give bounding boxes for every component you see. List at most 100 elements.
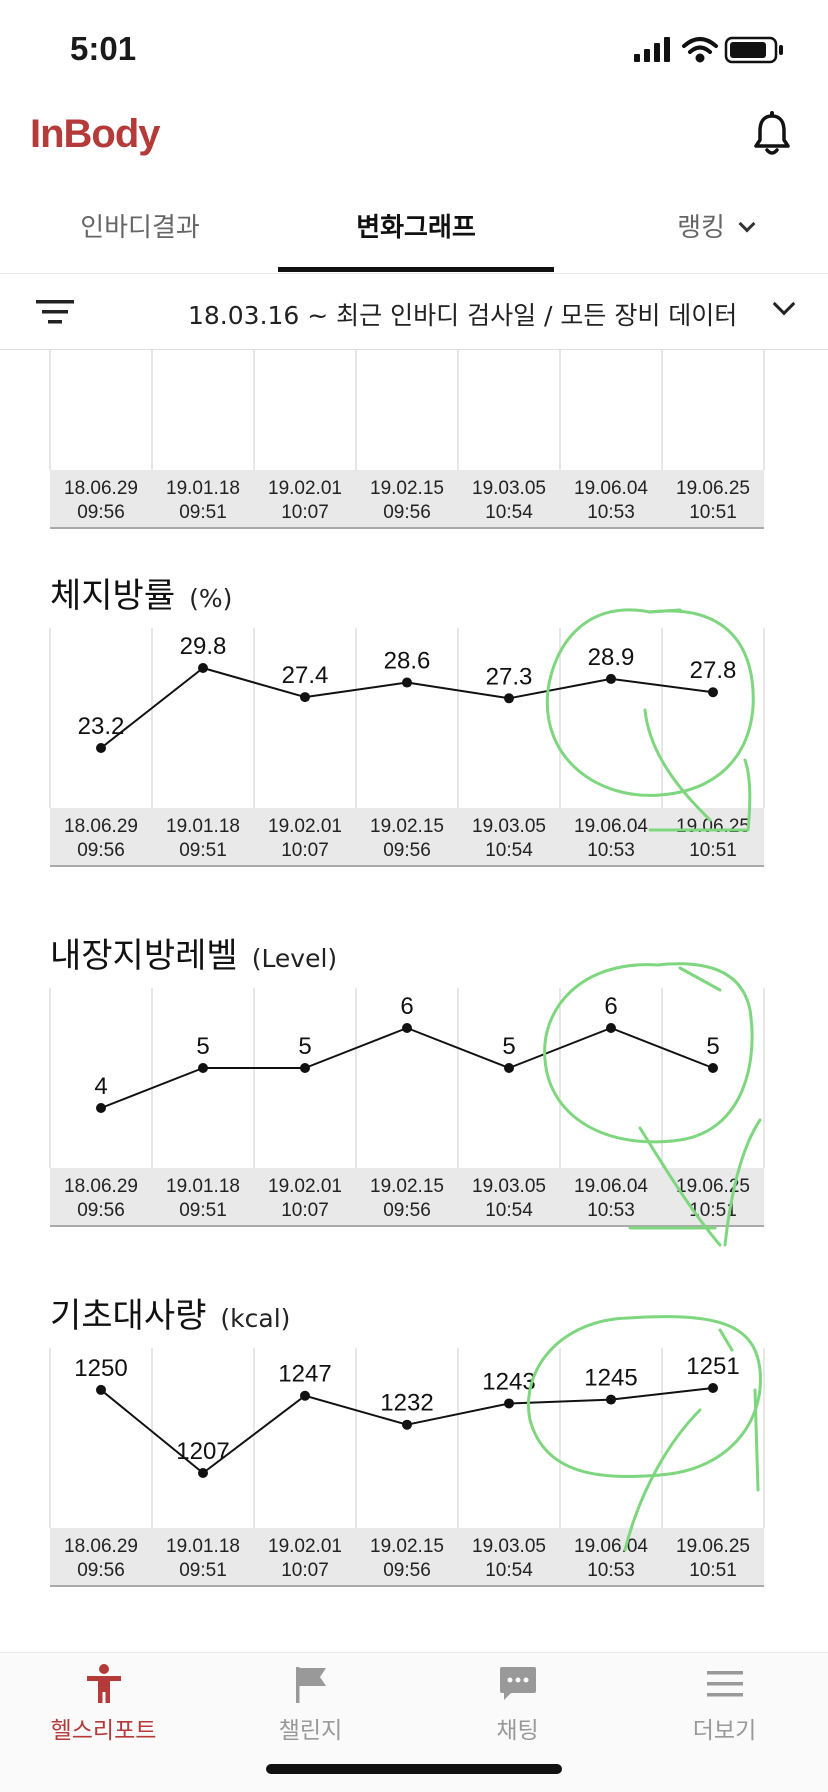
x-tick-date: 19.03.05 (472, 816, 546, 837)
x-tick-date: 19.03.05 (472, 1536, 546, 1557)
x-tick-time: 09:56 (77, 1560, 125, 1581)
x-tick-time: 10:54 (485, 840, 533, 861)
data-point (300, 1390, 310, 1401)
data-point (402, 1023, 412, 1033)
x-tick-date: 19.02.15 (370, 816, 444, 837)
section-title: 체지방률 (%) (50, 568, 232, 617)
x-tick-time: 10:07 (281, 840, 329, 861)
bell-icon[interactable] (752, 110, 792, 158)
inbody-logo[interactable]: InBody (30, 112, 161, 156)
x-tick-date: 19.02.15 (370, 478, 444, 499)
data-label: 5 (502, 1033, 515, 1060)
data-point (96, 1384, 106, 1395)
x-tick-date: 19.01.18 (166, 478, 240, 499)
x-tick-time: 10:51 (689, 1560, 737, 1581)
series-line-segment (202, 667, 306, 699)
graph-scroll-area[interactable]: 21.822.718.06.2909:5619.01.1809:5119.02.… (0, 350, 828, 1650)
wifi-icon (682, 37, 718, 63)
tab-label: 변화그래프 (356, 213, 476, 243)
x-tick-time: 09:51 (179, 840, 227, 861)
data-label: 1251 (686, 1353, 739, 1380)
chart-section-body-fat: 체지방률 (%) 23.2 29.8 27.4 28.6 27.3 28.9 27.8 18.0… (0, 568, 828, 888)
data-label: 27.4 (282, 662, 329, 689)
tab-label: 인바디결과 (80, 213, 200, 243)
x-tick-time: 10:51 (689, 1200, 737, 1221)
x-tick-date: 19.02.01 (268, 1176, 342, 1197)
x-tick-time: 10:54 (485, 1200, 533, 1221)
tab-ranking[interactable]: 랭킹 (640, 200, 790, 274)
series-line-segment (100, 1389, 204, 1474)
data-point (708, 1383, 718, 1393)
nav-more[interactable]: 더보기 (621, 1653, 828, 1763)
data-label: 27.8 (690, 657, 737, 684)
section-title: 내장지방레벨 (Level) (50, 928, 337, 977)
chart-svg: 23.2 29.8 27.4 28.6 27.3 28.9 27.8 18.06.29 09:5… (49, 628, 765, 867)
chart-section-visceral-fat: 내장지방레벨 (Level) 4 5 5 6 5 6 5 18.06.29 09:56 19.01.… (0, 928, 828, 1248)
status-icons (634, 36, 783, 64)
status-bar: 5:01 (0, 0, 828, 100)
nav-chat[interactable]: 채팅 (414, 1653, 621, 1763)
data-point (504, 1398, 514, 1409)
active-tab-indicator (278, 267, 554, 272)
chat-icon (500, 1667, 536, 1700)
x-tick-date: 19.06.25 (676, 816, 750, 837)
x-tick-time: 10:53 (587, 1200, 635, 1221)
data-label: 27.3 (486, 663, 533, 690)
section-title-text: 체지방률 (50, 576, 176, 616)
tab-change-graph[interactable]: 변화그래프 (278, 200, 554, 274)
x-tick-date: 19.06.25 (676, 1536, 750, 1557)
chart-svg: 1250 1207 1247 1232 1243 1245 1251 18.06.29 09:5… (49, 1348, 765, 1587)
data-label: 28.6 (384, 648, 431, 675)
data-label: 28.9 (588, 644, 635, 671)
battery-icon (724, 36, 783, 64)
data-point (504, 693, 514, 704)
x-tick-time: 09:56 (383, 502, 431, 523)
data-label: 1247 (278, 1361, 331, 1388)
date-range-filter[interactable]: 18.03.16 ~ 최근 인바디 검사일 / 모든 장비 데이터 (188, 301, 738, 330)
x-tick-time: 10:07 (281, 1200, 329, 1221)
x-tick-date: 18.06.29 (64, 1536, 138, 1557)
series-line-segment (304, 1027, 408, 1069)
filter-icon[interactable] (36, 298, 74, 326)
status-time: 5:01 (70, 30, 137, 67)
data-point (606, 1023, 616, 1033)
x-tick-time: 09:51 (179, 1560, 227, 1581)
x-tick-time: 09:51 (179, 502, 227, 523)
home-indicator (266, 1764, 562, 1774)
data-label: 6 (604, 993, 617, 1020)
data-point (300, 1063, 310, 1073)
section-title: 기초대사량 (kcal) (50, 1288, 290, 1337)
tab-label: 랭킹 (677, 213, 725, 243)
data-label: 1207 (176, 1438, 229, 1465)
data-point (402, 1419, 412, 1430)
chevron-down-icon[interactable] (772, 292, 796, 316)
x-tick-time: 10:51 (689, 502, 737, 523)
nav-challenge[interactable]: 챌린지 (207, 1653, 414, 1763)
x-tick-date: 19.01.18 (166, 1176, 240, 1197)
data-point (96, 1103, 106, 1113)
nav-health-report[interactable]: 헬스리포트 (0, 1653, 207, 1763)
chart-visceral-fat: 4 5 5 6 5 6 5 18.06.29 09:56 19.01.18 09:51 19.02.0… (0, 928, 828, 1230)
data-point (198, 1063, 208, 1073)
x-tick-time: 10:53 (587, 1560, 635, 1581)
tab-inbody-result[interactable]: 인바디결과 (40, 200, 240, 274)
data-point (708, 1063, 718, 1073)
x-tick-date: 19.02.15 (370, 1536, 444, 1557)
series-line-segment (100, 667, 204, 749)
chart-svg: 4 5 5 6 5 6 5 18.06.29 09:56 19.01.18 09:51 19.02.0… (49, 988, 765, 1227)
data-label: 1250 (74, 1355, 127, 1382)
series-line-segment (202, 1394, 306, 1474)
x-tick-time: 10:53 (587, 840, 635, 861)
data-label: 5 (298, 1033, 311, 1060)
x-tick-date: 19.02.15 (370, 1176, 444, 1197)
nav-label: 더보기 (692, 1718, 757, 1744)
person-icon (87, 1664, 121, 1703)
nav-label: 챌린지 (278, 1718, 343, 1744)
data-label: 1243 (482, 1368, 535, 1395)
series-line-segment (406, 1402, 510, 1426)
filter-bar[interactable]: 18.03.16 ~ 최근 인바디 검사일 / 모든 장비 데이터 (0, 274, 828, 350)
x-tick-date: 19.06.04 (574, 1176, 648, 1197)
x-tick-time: 09:56 (77, 1200, 125, 1221)
x-tick-time: 10:07 (281, 1560, 329, 1581)
x-tick-time: 10:54 (485, 502, 533, 523)
